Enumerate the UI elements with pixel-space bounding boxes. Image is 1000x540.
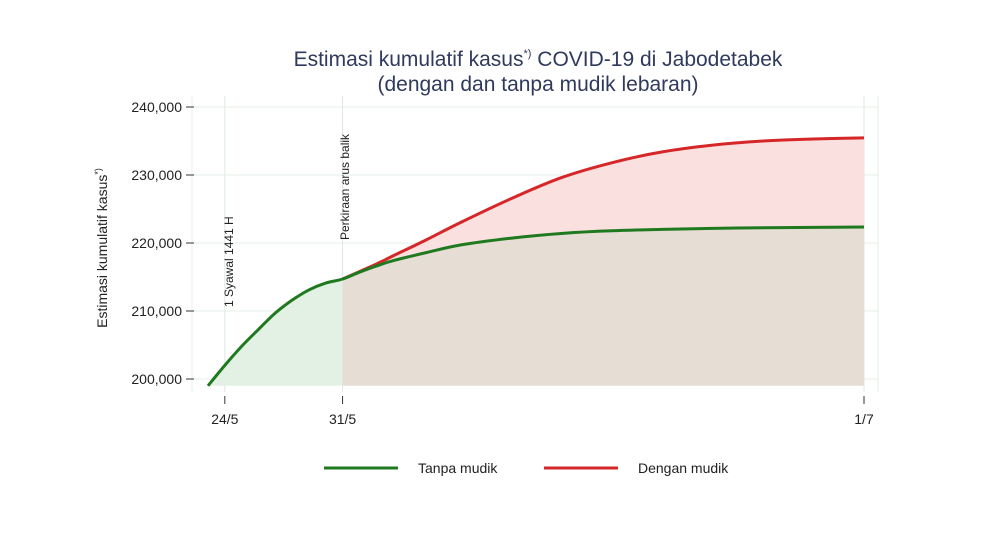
annotation-label: 1 Syawal 1441 H [222,216,236,307]
area-tanpa-mudik-before [208,279,343,386]
y-tick-label: 210,000 [131,303,182,319]
chart-title-line2: (dengan dan tanpa mudik lebaran) [377,73,699,96]
x-tick-label: 1/7 [854,411,874,427]
chart-title: Estimasi kumulatif kasus*) COVID-19 di J… [0,42,1000,97]
x-tick-label: 31/5 [329,411,356,427]
y-tick-label: 200,000 [131,371,182,387]
legend-label: Dengan mudik [638,460,729,476]
y-tick-label: 240,000 [131,99,182,115]
x-tick-label: 24/5 [211,411,238,427]
y-tick-label: 220,000 [131,235,182,251]
line-dengan-mudik [342,136,865,281]
chart-title-line1: Estimasi kumulatif kasus*) COVID-19 di J… [293,48,783,71]
area-dengan-mudik [342,137,865,279]
y-tick-label: 230,000 [131,167,182,183]
area-tanpa-mudik-after [342,227,865,386]
y-axis-label: Estimasi kumulatif kasus*) [93,168,110,328]
annotation-label: Perkiraan arus balik [338,133,352,240]
line-tanpa-mudik [206,225,865,387]
legend-label: Tanpa mudik [418,460,498,476]
